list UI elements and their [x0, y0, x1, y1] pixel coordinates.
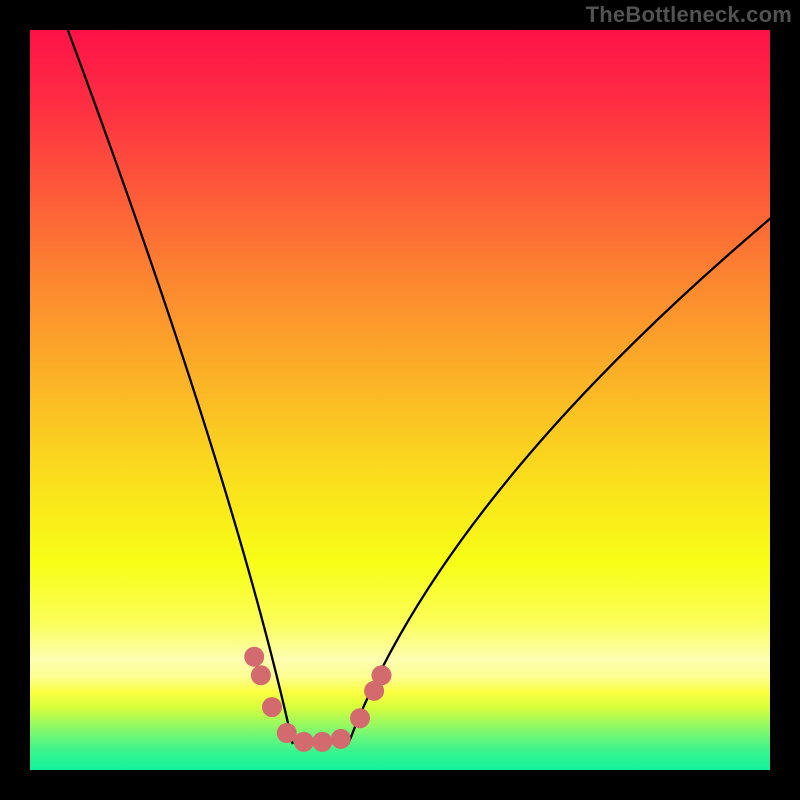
- gradient-background: [30, 30, 770, 770]
- watermark-text: TheBottleneck.com: [586, 2, 792, 28]
- bottleneck-chart: [0, 0, 800, 800]
